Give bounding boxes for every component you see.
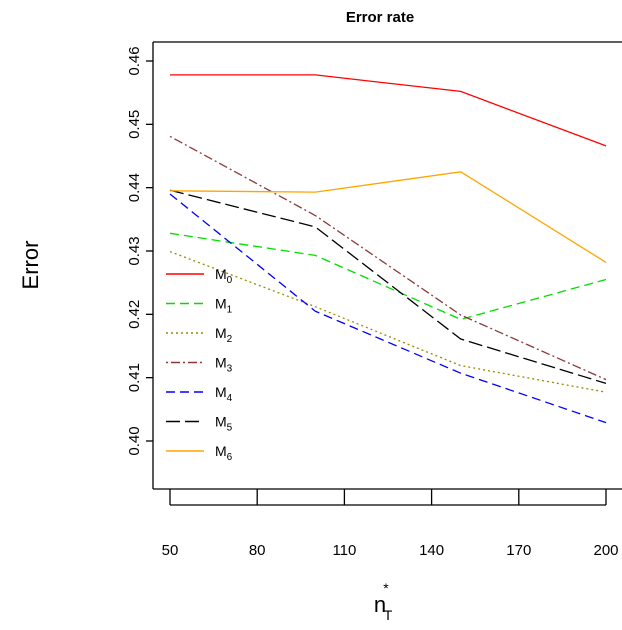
y-tick-label: 0.40 <box>126 426 143 455</box>
x-tick-label: 140 <box>419 542 444 559</box>
x-tick-label: 200 <box>593 542 618 559</box>
series-line-m6 <box>169 171 607 263</box>
x-tick-label: 50 <box>162 542 179 559</box>
series-line-m3 <box>169 135 607 381</box>
series-line-m4 <box>169 193 607 424</box>
legend-label-m1: M1 <box>215 296 233 316</box>
legend-label-m2: M2 <box>215 325 233 345</box>
y-tick-label: 0.44 <box>126 173 143 202</box>
x-axis: 50 80 110 140 170 200 <box>162 489 619 559</box>
x-tick-label: 80 <box>249 542 266 559</box>
legend-label-m4: M4 <box>215 384 233 404</box>
y-tick-label: 0.45 <box>126 110 143 139</box>
x-axis-title-base: n <box>374 592 386 617</box>
series-line-m1 <box>169 232 607 321</box>
plot-frame <box>152 41 622 490</box>
legend-label-m5: M5 <box>215 414 233 434</box>
legend: M0 M1 M2 M3 M4 M5 M6 <box>166 266 233 463</box>
y-tick-label: 0.43 <box>126 236 143 265</box>
legend-label-m0: M0 <box>215 266 233 286</box>
series-line-m2 <box>169 250 607 393</box>
x-axis-title-sub: T <box>384 607 393 623</box>
legend-label-m6: M6 <box>215 443 233 463</box>
chart-title: Error rate <box>346 9 414 26</box>
x-tick-label: 170 <box>506 542 531 559</box>
legend-label-m3: M3 <box>215 355 233 375</box>
series-line-m0 <box>170 74 607 147</box>
x-axis-title: n * T <box>374 580 393 623</box>
x-tick-label: 110 <box>332 542 356 559</box>
series-line-m5 <box>169 189 607 385</box>
y-axis: 0.40 0.41 0.42 0.43 0.44 0.45 0.46 <box>126 46 153 456</box>
series-lines <box>169 74 607 424</box>
y-tick-label: 0.42 <box>126 300 143 329</box>
y-tick-label: 0.46 <box>126 46 143 75</box>
x-axis-title-sup: * <box>383 580 389 596</box>
y-tick-label: 0.41 <box>126 363 143 392</box>
y-axis-title: Error <box>18 241 43 290</box>
